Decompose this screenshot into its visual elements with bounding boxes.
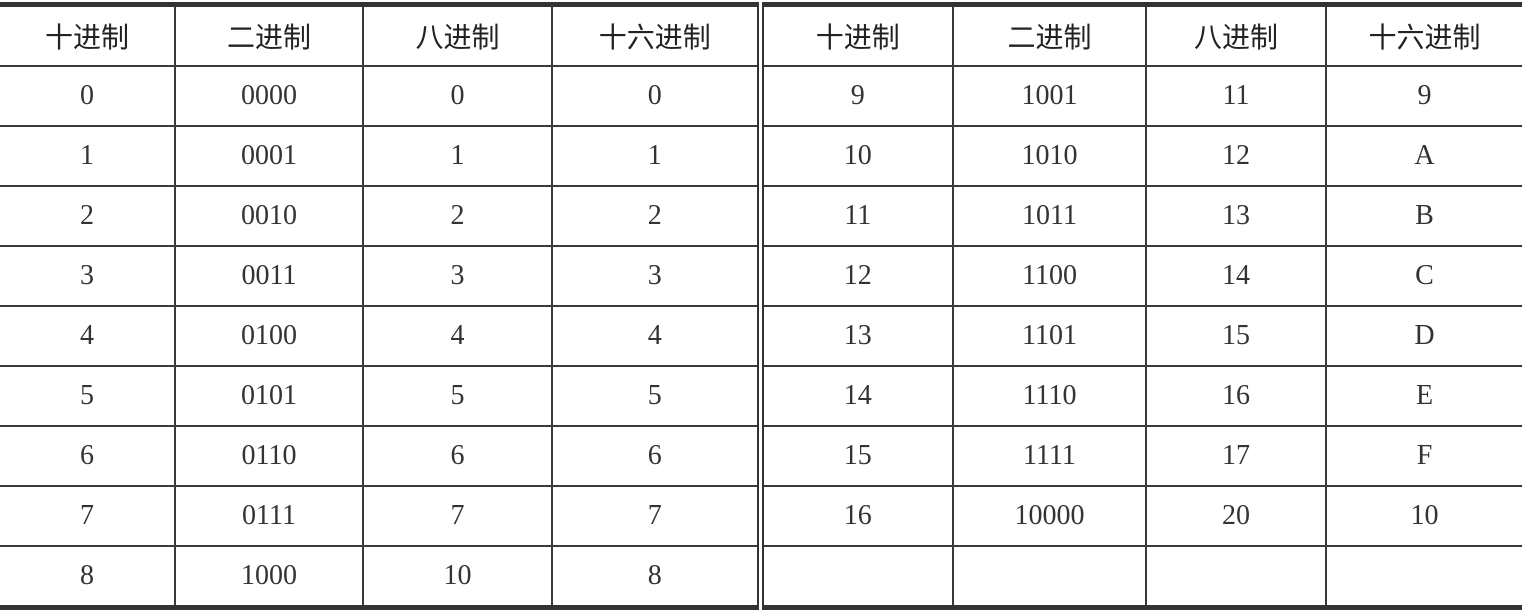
table-cell: 1001 <box>952 65 1147 127</box>
table-cell: 7 <box>362 485 553 547</box>
table-cell: 8 <box>0 545 176 610</box>
table-cell <box>1145 545 1327 610</box>
table-cell: 8 <box>551 545 764 610</box>
table-cell <box>952 545 1147 610</box>
table-cell: D <box>1325 305 1522 367</box>
table-row: 3 0011 3 3 12 1100 14 C <box>0 245 1522 307</box>
table-cell: 9 <box>759 65 954 127</box>
column-header: 八进制 <box>1145 2 1327 67</box>
table-cell: 16 <box>759 485 954 547</box>
column-header: 十六进制 <box>1325 2 1522 67</box>
table-cell: 3 <box>0 245 176 307</box>
table-cell: 10000 <box>952 485 1147 547</box>
table-cell: 4 <box>362 305 553 367</box>
table-cell: C <box>1325 245 1522 307</box>
table-cell: B <box>1325 185 1522 247</box>
table-cell: 15 <box>1145 305 1327 367</box>
table-cell: 16 <box>1145 365 1327 427</box>
table-cell: 0 <box>551 65 764 127</box>
table-cell: 10 <box>759 125 954 187</box>
header-row: 十进制 二进制 八进制 十六进制 十进制 二进制 八进制 十六进制 <box>0 2 1522 67</box>
table-cell: 11 <box>1145 65 1327 127</box>
table-cell: 9 <box>1325 65 1522 127</box>
table-cell: 1111 <box>952 425 1147 487</box>
table-cell: 0001 <box>174 125 364 187</box>
table-cell: 6 <box>0 425 176 487</box>
column-header: 八进制 <box>362 2 553 67</box>
table-cell: 0110 <box>174 425 364 487</box>
column-header: 十进制 <box>0 2 176 67</box>
table-cell: A <box>1325 125 1522 187</box>
table-row: 6 0110 6 6 15 1111 17 F <box>0 425 1522 487</box>
column-header: 二进制 <box>952 2 1147 67</box>
table-row: 5 0101 5 5 14 1110 16 E <box>0 365 1522 427</box>
table-cell: 0011 <box>174 245 364 307</box>
table-row: 8 1000 10 8 <box>0 545 1522 610</box>
table-cell: 0100 <box>174 305 364 367</box>
table-cell: 13 <box>1145 185 1327 247</box>
table-cell: 6 <box>362 425 553 487</box>
table-row: 0 0000 0 0 9 1001 11 9 <box>0 65 1522 127</box>
table-cell: 12 <box>759 245 954 307</box>
table-cell: 12 <box>1145 125 1327 187</box>
table-cell: 15 <box>759 425 954 487</box>
table-cell: 7 <box>551 485 764 547</box>
table-cell: 2 <box>551 185 764 247</box>
table-cell: 6 <box>551 425 764 487</box>
column-header: 十进制 <box>759 2 954 67</box>
table-cell: 1 <box>551 125 764 187</box>
table-cell: 4 <box>0 305 176 367</box>
table-cell: E <box>1325 365 1522 427</box>
table-cell: 7 <box>0 485 176 547</box>
table-cell: 13 <box>759 305 954 367</box>
table-cell <box>1325 545 1522 610</box>
table-cell: 1100 <box>952 245 1147 307</box>
table-cell: 5 <box>551 365 764 427</box>
table-cell: 20 <box>1145 485 1327 547</box>
column-header: 二进制 <box>174 2 364 67</box>
table-cell: F <box>1325 425 1522 487</box>
table-cell: 17 <box>1145 425 1327 487</box>
table-cell: 1011 <box>952 185 1147 247</box>
table-cell: 14 <box>759 365 954 427</box>
table-cell: 4 <box>551 305 764 367</box>
table-cell: 2 <box>0 185 176 247</box>
table-cell: 14 <box>1145 245 1327 307</box>
table-cell: 0111 <box>174 485 364 547</box>
table-cell: 1010 <box>952 125 1147 187</box>
table-cell: 3 <box>551 245 764 307</box>
table-row: 2 0010 2 2 11 1011 13 B <box>0 185 1522 247</box>
table-cell: 1 <box>0 125 176 187</box>
table-row: 7 0111 7 7 16 10000 20 10 <box>0 485 1522 547</box>
table-cell: 3 <box>362 245 553 307</box>
table-row: 4 0100 4 4 13 1101 15 D <box>0 305 1522 367</box>
table-cell: 0 <box>362 65 553 127</box>
table-cell: 0101 <box>174 365 364 427</box>
column-header: 十六进制 <box>551 2 764 67</box>
table-cell: 2 <box>362 185 553 247</box>
table-cell: 5 <box>362 365 553 427</box>
table-cell: 1101 <box>952 305 1147 367</box>
table-cell: 0010 <box>174 185 364 247</box>
table-cell: 11 <box>759 185 954 247</box>
table-cell: 1000 <box>174 545 364 610</box>
table-cell: 1110 <box>952 365 1147 427</box>
table-cell: 5 <box>0 365 176 427</box>
table-cell: 10 <box>362 545 553 610</box>
table-cell <box>759 545 954 610</box>
table-cell: 10 <box>1325 485 1522 547</box>
table-cell: 0 <box>0 65 176 127</box>
table-cell: 0000 <box>174 65 364 127</box>
table-cell: 1 <box>362 125 553 187</box>
